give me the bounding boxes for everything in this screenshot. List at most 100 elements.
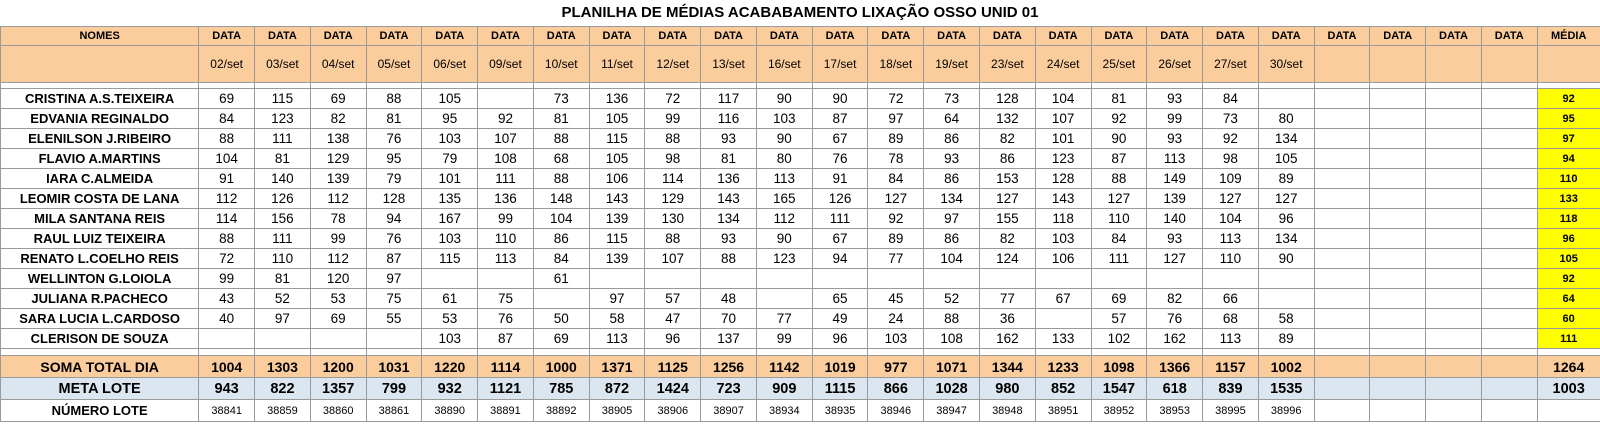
value-cell[interactable]: 113 <box>588 328 646 349</box>
value-cell[interactable] <box>1313 128 1371 149</box>
value-cell[interactable] <box>1369 168 1427 189</box>
value-cell[interactable]: 97 <box>923 208 980 229</box>
soma-value[interactable] <box>1369 355 1427 378</box>
value-cell[interactable]: 112 <box>198 188 256 209</box>
value-cell[interactable]: 73 <box>1202 108 1259 129</box>
value-cell[interactable]: 49 <box>811 308 869 329</box>
value-cell[interactable] <box>421 268 479 289</box>
value-cell[interactable]: 97 <box>365 268 423 289</box>
value-cell[interactable]: 48 <box>700 288 757 309</box>
value-cell[interactable]: 80 <box>755 148 813 169</box>
value-cell[interactable]: 112 <box>309 188 367 209</box>
value-cell[interactable]: 88 <box>365 88 423 109</box>
media-cell[interactable]: 97 <box>1536 128 1600 149</box>
value-cell[interactable]: 61 <box>421 288 479 309</box>
value-cell[interactable]: 81 <box>254 148 311 169</box>
value-cell[interactable]: 90 <box>811 88 869 109</box>
value-cell[interactable]: 167 <box>421 208 479 229</box>
value-cell[interactable]: 93 <box>700 228 757 249</box>
value-cell[interactable]: 58 <box>1257 308 1315 329</box>
value-cell[interactable]: 138 <box>309 128 367 149</box>
value-cell[interactable]: 79 <box>365 168 423 189</box>
soma-value[interactable]: 1344 <box>978 355 1036 378</box>
lote-value[interactable]: 38952 <box>1090 399 1148 422</box>
value-cell[interactable]: 57 <box>644 288 702 309</box>
value-cell[interactable]: 96 <box>811 328 869 349</box>
value-cell[interactable]: 127 <box>1090 188 1148 209</box>
soma-value[interactable]: 1114 <box>477 355 534 378</box>
value-cell[interactable]: 88 <box>532 128 590 149</box>
value-cell[interactable] <box>1369 188 1427 209</box>
value-cell[interactable] <box>1369 88 1427 109</box>
value-cell[interactable]: 130 <box>644 208 702 229</box>
soma-value[interactable]: 1125 <box>644 355 702 378</box>
value-cell[interactable]: 91 <box>198 168 256 189</box>
value-cell[interactable] <box>1369 308 1427 329</box>
value-cell[interactable]: 67 <box>811 228 869 249</box>
value-cell[interactable] <box>978 268 1036 289</box>
value-cell[interactable]: 118 <box>1034 208 1092 229</box>
lote-media[interactable] <box>1536 399 1600 422</box>
value-cell[interactable] <box>755 268 813 289</box>
value-cell[interactable]: 97 <box>867 108 925 129</box>
media-cell[interactable]: 92 <box>1536 88 1600 109</box>
value-cell[interactable] <box>1480 128 1538 149</box>
meta-value[interactable] <box>1425 377 1482 400</box>
value-cell[interactable]: 86 <box>532 228 590 249</box>
value-cell[interactable]: 82 <box>978 128 1036 149</box>
value-cell[interactable]: 76 <box>477 308 534 329</box>
value-cell[interactable]: 99 <box>309 228 367 249</box>
value-cell[interactable] <box>1257 288 1315 309</box>
value-cell[interactable]: 148 <box>532 188 590 209</box>
value-cell[interactable]: 76 <box>811 148 869 169</box>
value-cell[interactable] <box>1425 308 1482 329</box>
value-cell[interactable]: 134 <box>923 188 980 209</box>
value-cell[interactable] <box>923 268 980 289</box>
meta-value[interactable]: 980 <box>978 377 1036 400</box>
value-cell[interactable]: 69 <box>532 328 590 349</box>
value-cell[interactable]: 81 <box>1090 88 1148 109</box>
value-cell[interactable]: 156 <box>254 208 311 229</box>
soma-value[interactable]: 1142 <box>755 355 813 378</box>
value-cell[interactable]: 77 <box>978 288 1036 309</box>
value-cell[interactable] <box>1425 88 1482 109</box>
value-cell[interactable]: 103 <box>1034 228 1092 249</box>
value-cell[interactable] <box>365 328 423 349</box>
value-cell[interactable]: 68 <box>1202 308 1259 329</box>
value-cell[interactable]: 89 <box>1257 168 1315 189</box>
value-cell[interactable]: 50 <box>532 308 590 329</box>
value-cell[interactable]: 132 <box>978 108 1036 129</box>
value-cell[interactable]: 97 <box>254 308 311 329</box>
value-cell[interactable]: 139 <box>309 168 367 189</box>
value-cell[interactable]: 87 <box>477 328 534 349</box>
value-cell[interactable]: 88 <box>700 248 757 269</box>
value-cell[interactable]: 45 <box>867 288 925 309</box>
value-cell[interactable]: 110 <box>1090 208 1148 229</box>
lote-value[interactable] <box>1313 399 1371 422</box>
value-cell[interactable]: 88 <box>644 128 702 149</box>
value-cell[interactable]: 96 <box>1257 208 1315 229</box>
value-cell[interactable] <box>1480 148 1538 169</box>
value-cell[interactable] <box>1480 168 1538 189</box>
value-cell[interactable] <box>1313 268 1371 289</box>
media-cell[interactable]: 105 <box>1536 248 1600 269</box>
value-cell[interactable] <box>1425 168 1482 189</box>
value-cell[interactable]: 53 <box>421 308 479 329</box>
value-cell[interactable]: 84 <box>1090 228 1148 249</box>
value-cell[interactable]: 111 <box>254 228 311 249</box>
value-cell[interactable]: 140 <box>1146 208 1204 229</box>
value-cell[interactable]: 77 <box>867 248 925 269</box>
value-cell[interactable]: 88 <box>644 228 702 249</box>
value-cell[interactable]: 92 <box>1202 128 1259 149</box>
soma-value[interactable]: 1256 <box>700 355 757 378</box>
value-cell[interactable]: 105 <box>421 88 479 109</box>
media-cell[interactable]: 118 <box>1536 208 1600 229</box>
soma-value[interactable]: 1303 <box>254 355 311 378</box>
value-cell[interactable]: 114 <box>644 168 702 189</box>
value-cell[interactable]: 87 <box>365 248 423 269</box>
value-cell[interactable] <box>588 268 646 289</box>
value-cell[interactable]: 107 <box>477 128 534 149</box>
value-cell[interactable]: 76 <box>365 228 423 249</box>
lote-value[interactable]: 38906 <box>644 399 702 422</box>
value-cell[interactable]: 149 <box>1146 168 1204 189</box>
